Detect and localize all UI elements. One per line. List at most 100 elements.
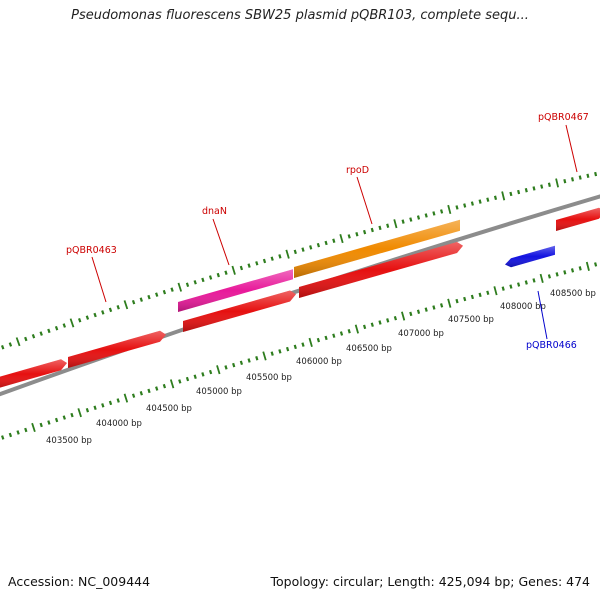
scale-minor-tick bbox=[193, 374, 197, 379]
scale-label: 404000 bp bbox=[96, 419, 142, 429]
minor-tick bbox=[31, 334, 36, 339]
scale-minor-tick bbox=[563, 270, 567, 275]
scale-minor-tick bbox=[270, 351, 274, 356]
scale-label: 407000 bp bbox=[398, 329, 444, 339]
scale-minor-tick bbox=[532, 278, 536, 283]
minor-tick bbox=[578, 175, 582, 180]
scale-minor-tick bbox=[509, 284, 513, 289]
scale-label: 405500 bp bbox=[246, 373, 292, 383]
minor-tick bbox=[309, 245, 313, 250]
map-title: Pseudomonas fluorescens SBW25 plasmid pQ… bbox=[71, 8, 529, 23]
scale-minor-tick bbox=[162, 383, 167, 389]
minor-tick bbox=[509, 191, 513, 197]
scale-minor-tick bbox=[93, 405, 97, 411]
major-tick bbox=[285, 249, 290, 259]
minor-tick bbox=[455, 205, 459, 210]
accession-text: Accession: NC_009444 bbox=[8, 574, 151, 589]
scale-minor-tick bbox=[232, 362, 236, 368]
minor-tick bbox=[517, 189, 521, 195]
minor-tick bbox=[293, 249, 297, 255]
minor-tick bbox=[85, 315, 90, 320]
minor-tick bbox=[62, 323, 66, 328]
scale-minor-tick bbox=[347, 329, 351, 334]
minor-tick bbox=[409, 217, 413, 222]
gene-arrow-shade bbox=[68, 330, 166, 368]
scale-major-tick bbox=[308, 337, 313, 347]
minor-tick bbox=[386, 223, 390, 228]
minor-tick bbox=[316, 242, 321, 248]
callout-line bbox=[537, 290, 548, 340]
scale-minor-tick bbox=[24, 427, 28, 433]
scale-major-tick bbox=[354, 324, 359, 334]
minor-tick bbox=[332, 238, 336, 243]
scale-minor-tick bbox=[578, 266, 582, 271]
scale-minor-tick bbox=[517, 282, 521, 287]
scale-minor-tick bbox=[547, 274, 551, 279]
gene-arrow-shade bbox=[178, 269, 293, 312]
scale-minor-tick bbox=[324, 335, 328, 341]
minor-tick bbox=[432, 211, 436, 216]
scale-label: 407500 bp bbox=[448, 315, 494, 325]
gene-arrow-shade bbox=[294, 219, 460, 278]
scale-minor-tick bbox=[224, 365, 228, 370]
scale-minor-tick bbox=[339, 331, 344, 336]
scale-minor-tick bbox=[555, 272, 559, 277]
minor-tick bbox=[347, 234, 351, 239]
scale-labels: 403500 bp 404000 bp 404500 bp 405000 bp 4055… bbox=[46, 289, 596, 446]
scale-minor-tick bbox=[201, 372, 205, 377]
major-tick bbox=[501, 191, 506, 201]
minor-tick bbox=[93, 312, 97, 318]
scale-minor-tick bbox=[463, 296, 467, 302]
scale-minor-tick bbox=[131, 393, 136, 398]
scale-minor-tick bbox=[1, 435, 5, 440]
scale-minor-tick bbox=[178, 379, 182, 384]
minor-tick bbox=[324, 240, 328, 246]
scale-minor-tick bbox=[139, 391, 143, 396]
minor-tick bbox=[586, 173, 590, 179]
scale-minor-tick bbox=[316, 337, 321, 343]
scale-tick-ring bbox=[1, 261, 598, 440]
major-tick bbox=[339, 234, 344, 244]
scale-minor-tick bbox=[293, 344, 297, 350]
minor-tick bbox=[116, 305, 120, 310]
minor-tick bbox=[224, 270, 228, 275]
scale-minor-tick bbox=[594, 262, 598, 267]
scale-major-tick bbox=[31, 422, 36, 433]
scale-minor-tick bbox=[116, 398, 120, 403]
scale-minor-tick bbox=[440, 303, 444, 308]
scale-minor-tick bbox=[155, 386, 159, 391]
scale-minor-tick bbox=[285, 346, 290, 352]
scale-minor-tick bbox=[424, 307, 428, 312]
minor-tick bbox=[185, 282, 190, 287]
major-tick bbox=[447, 204, 452, 215]
major-tick bbox=[231, 265, 236, 275]
minor-tick bbox=[108, 307, 113, 313]
scale-label: 408500 bp bbox=[550, 289, 596, 299]
scale-minor-tick bbox=[386, 318, 390, 323]
scale-minor-tick bbox=[70, 412, 74, 418]
scale-minor-tick bbox=[455, 298, 459, 304]
gene-label: pQBR0463 bbox=[66, 245, 117, 256]
major-tick bbox=[555, 178, 560, 188]
major-tick bbox=[69, 318, 75, 328]
minor-tick bbox=[216, 272, 220, 278]
scale-minor-tick bbox=[16, 430, 20, 435]
scale-label: 406000 bp bbox=[296, 357, 342, 367]
scale-major-tick bbox=[539, 273, 544, 284]
scale-minor-tick bbox=[362, 324, 367, 330]
scale-minor-tick bbox=[47, 420, 51, 425]
scale-label: 408000 bp bbox=[500, 302, 546, 312]
minor-tick bbox=[440, 209, 444, 214]
scale-minor-tick bbox=[416, 309, 421, 314]
scale-minor-tick bbox=[278, 349, 282, 354]
minor-tick bbox=[147, 294, 151, 300]
minor-tick bbox=[270, 256, 274, 261]
scale-major-tick bbox=[169, 379, 175, 389]
minor-tick bbox=[301, 247, 305, 252]
minor-tick bbox=[524, 188, 528, 193]
minor-tick bbox=[363, 229, 367, 235]
minor-tick bbox=[39, 331, 43, 336]
minor-tick bbox=[162, 289, 167, 295]
upper-tick-ring bbox=[0, 171, 598, 350]
major-tick bbox=[123, 300, 129, 310]
